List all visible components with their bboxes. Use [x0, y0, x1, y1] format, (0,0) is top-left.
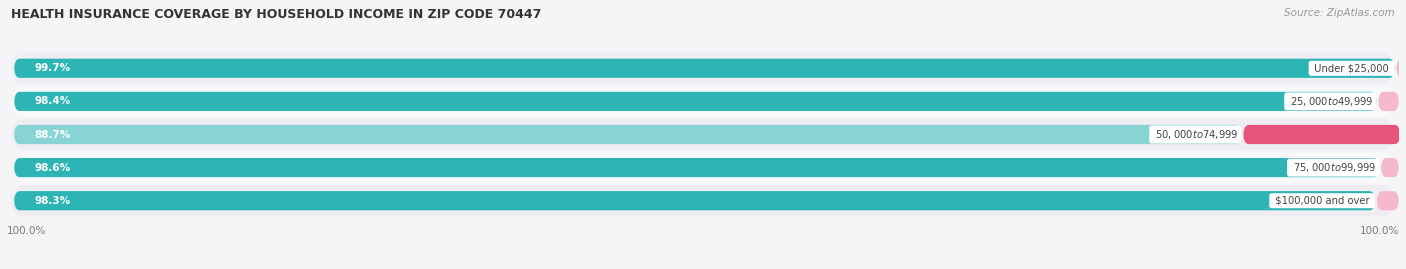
- Text: Under $25,000: Under $25,000: [1312, 63, 1392, 73]
- Text: 100.0%: 100.0%: [1360, 225, 1399, 236]
- FancyBboxPatch shape: [1243, 125, 1400, 144]
- FancyBboxPatch shape: [11, 86, 1395, 117]
- Text: 99.7%: 99.7%: [35, 63, 70, 73]
- FancyBboxPatch shape: [11, 185, 1395, 216]
- FancyBboxPatch shape: [14, 125, 1241, 144]
- Text: Source: ZipAtlas.com: Source: ZipAtlas.com: [1284, 8, 1395, 18]
- FancyBboxPatch shape: [14, 59, 1395, 78]
- FancyBboxPatch shape: [11, 53, 1395, 84]
- FancyBboxPatch shape: [1396, 59, 1403, 78]
- FancyBboxPatch shape: [11, 152, 1395, 183]
- Text: $75,000 to $99,999: $75,000 to $99,999: [1289, 161, 1376, 174]
- Text: $50,000 to $74,999: $50,000 to $74,999: [1152, 128, 1239, 141]
- FancyBboxPatch shape: [14, 191, 1375, 210]
- FancyBboxPatch shape: [1381, 158, 1399, 177]
- Text: 88.7%: 88.7%: [35, 129, 72, 140]
- Text: 100.0%: 100.0%: [7, 225, 46, 236]
- FancyBboxPatch shape: [14, 158, 1379, 177]
- Text: 98.4%: 98.4%: [35, 96, 72, 107]
- Text: $100,000 and over: $100,000 and over: [1272, 196, 1372, 206]
- FancyBboxPatch shape: [14, 92, 1376, 111]
- FancyBboxPatch shape: [11, 119, 1395, 150]
- Text: 98.6%: 98.6%: [35, 162, 70, 173]
- FancyBboxPatch shape: [1378, 92, 1399, 111]
- Text: HEALTH INSURANCE COVERAGE BY HOUSEHOLD INCOME IN ZIP CODE 70447: HEALTH INSURANCE COVERAGE BY HOUSEHOLD I…: [11, 8, 541, 21]
- Text: $25,000 to $49,999: $25,000 to $49,999: [1286, 95, 1374, 108]
- FancyBboxPatch shape: [1376, 191, 1399, 210]
- Text: 98.3%: 98.3%: [35, 196, 70, 206]
